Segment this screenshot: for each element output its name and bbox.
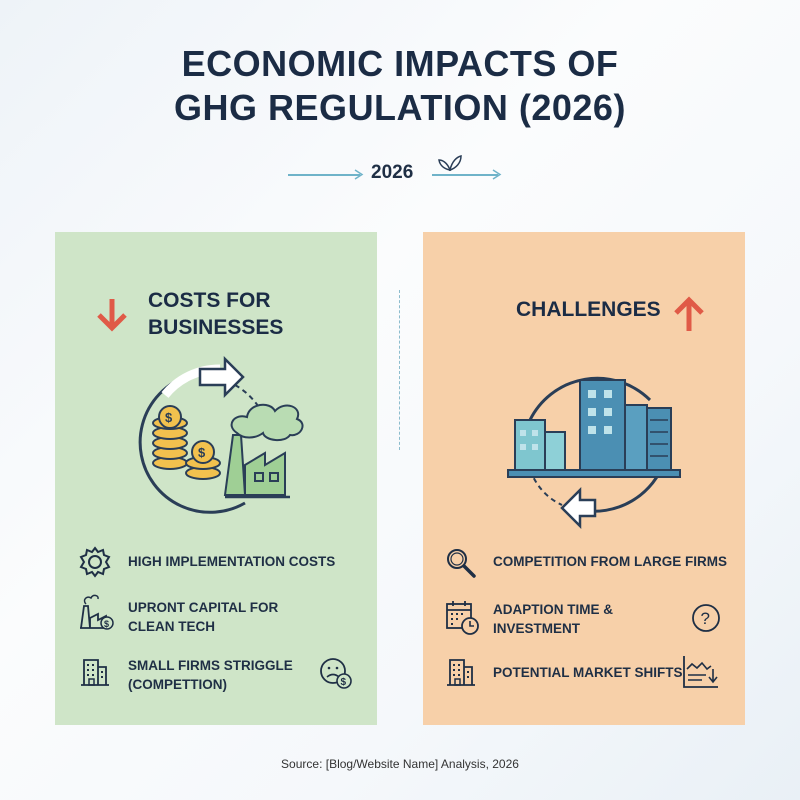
calendar-clock-icon bbox=[446, 601, 479, 635]
svg-text:$: $ bbox=[198, 445, 206, 460]
source-note: Source: [Blog/Website Name] Analysis, 20… bbox=[281, 757, 519, 771]
declining-chart-icon bbox=[683, 656, 718, 688]
svg-text:$: $ bbox=[165, 410, 173, 425]
challenge-item-1-text: COMPETITION FROM LARGE FIRMS bbox=[493, 554, 727, 569]
sad-face-dollar-icon: $ bbox=[320, 658, 352, 689]
challenge-item-2-line-2: INVESTMENT bbox=[493, 621, 581, 636]
divider bbox=[399, 290, 400, 450]
challenges-heading: CHALLENGES bbox=[516, 298, 661, 321]
cost-item-2-line-1: UPRONT CAPITAL FOR bbox=[128, 600, 279, 615]
cost-item-1: HIGH IMPLEMENTATION COSTS bbox=[128, 552, 335, 571]
buildings-cycle-illustration bbox=[507, 376, 681, 530]
building-icon bbox=[447, 659, 475, 686]
svg-text:$: $ bbox=[104, 619, 109, 629]
cost-item-2-line-2: CLEAN TECH bbox=[128, 619, 215, 634]
arrow-down-icon bbox=[97, 299, 127, 332]
cost-item-2: UPRONT CAPITAL FOR CLEAN TECH bbox=[128, 598, 278, 636]
costs-heading-line-2: BUSINESSES bbox=[148, 316, 284, 339]
cost-item-1-text: HIGH IMPLEMENTATION COSTS bbox=[128, 554, 336, 569]
magnifier-icon bbox=[447, 549, 476, 578]
cost-item-3-line-2: (COMPETTION) bbox=[128, 677, 227, 692]
factory-dollar-icon: $ bbox=[80, 594, 114, 630]
gear-icon bbox=[79, 546, 111, 578]
year-label: 2026 bbox=[371, 162, 414, 183]
costs-heading: COSTS FOR BUSINESSES bbox=[148, 287, 283, 341]
question-icon: ? bbox=[692, 604, 720, 632]
challenge-item-3-text: POTENTIAL MARKET SHIFTS bbox=[493, 665, 683, 680]
arrow-right-icon bbox=[492, 169, 502, 180]
challenge-item-2-line-1: ADAPTION TIME & bbox=[493, 602, 613, 617]
title-line-1: ECONOMIC IMPACTS OF bbox=[181, 43, 619, 84]
arrow-up-icon bbox=[674, 296, 704, 331]
challenge-item-1: COMPETITION FROM LARGE FIRMS bbox=[493, 552, 727, 571]
building-icon bbox=[81, 659, 109, 686]
svg-text:$: $ bbox=[341, 677, 347, 688]
costs-panel bbox=[55, 232, 377, 725]
challenge-item-2: ADAPTION TIME & INVESTMENT bbox=[493, 600, 613, 638]
coins-factory-illustration: $ $ bbox=[138, 355, 304, 514]
leaf-icon bbox=[438, 155, 462, 172]
page-title: ECONOMIC IMPACTS OF GHG REGULATION (2026… bbox=[0, 42, 800, 130]
cost-item-3-line-1: SMALL FIRMS STRIGGLE bbox=[128, 658, 293, 673]
title-line-2: GHG REGULATION (2026) bbox=[174, 87, 626, 128]
svg-text:?: ? bbox=[701, 609, 710, 628]
arrow-right-icon bbox=[354, 169, 364, 180]
costs-heading-line-1: COSTS FOR bbox=[148, 289, 271, 312]
left-arrow-line bbox=[288, 174, 360, 176]
right-arrow-line bbox=[432, 174, 498, 176]
challenge-item-3: POTENTIAL MARKET SHIFTS bbox=[493, 663, 683, 682]
cost-item-3: SMALL FIRMS STRIGGLE (COMPETTION) bbox=[128, 656, 293, 694]
year-row: 2026 bbox=[0, 155, 800, 188]
